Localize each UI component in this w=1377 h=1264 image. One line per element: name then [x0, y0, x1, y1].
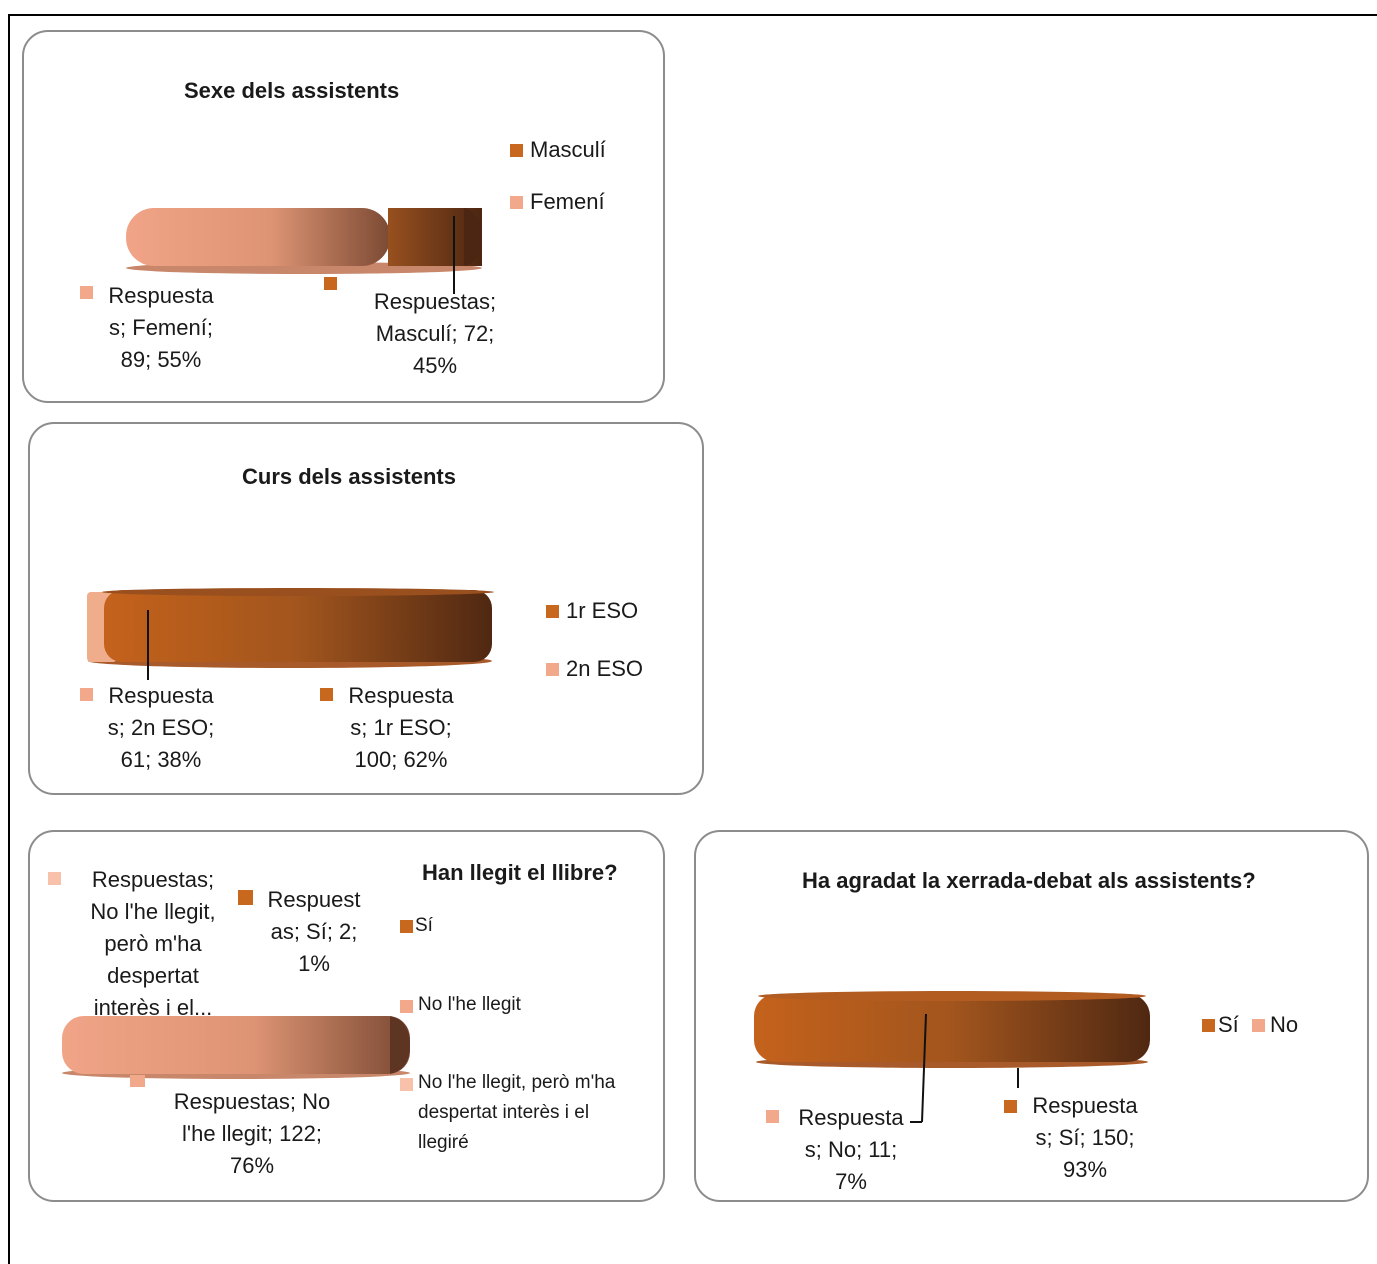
pie-slice-no — [62, 1016, 410, 1074]
data-label-marker — [766, 1110, 779, 1123]
legend-label-no: No — [1270, 1012, 1299, 1037]
pie-3d — [754, 991, 1150, 1123]
legend-label-si: Sí — [415, 915, 433, 936]
legend-label-no: No l'he llegit — [418, 994, 521, 1015]
legend-marker-femeni — [510, 196, 523, 209]
data-label-marker — [80, 688, 93, 701]
legend-label-1r-eso: 1r ESO — [566, 598, 639, 623]
chart-card-llibre: Han llegit el llibre? Sí No l'he llegit … — [28, 830, 665, 1202]
legend-marker-interes — [400, 1078, 413, 1091]
legend-label-interes: No l'he llegit, però m'ha despertat inte… — [418, 1072, 616, 1153]
data-label-1r-eso: Respuesta s; 1r ESO; 100; 62% — [348, 683, 454, 772]
legend-marker-si — [400, 920, 413, 933]
pie-3d — [126, 208, 482, 294]
pie-3d — [87, 588, 494, 680]
data-label-si: Respuesta s; Sí; 150; 93% — [1032, 1093, 1138, 1182]
data-label-marker — [1004, 1100, 1017, 1113]
page-frame — [8, 14, 1377, 1264]
legend-marker-no — [400, 1000, 413, 1013]
data-label-interes: Respuestas; No l'he llegit, però m'ha de… — [90, 867, 216, 1020]
data-label-no: Respuestas; No l'he llegit; 122; 76% — [173, 1089, 331, 1178]
data-label-marker — [48, 872, 61, 885]
legend-marker-1r-eso — [546, 605, 559, 618]
legend-marker-si — [1202, 1019, 1215, 1032]
legend-marker-2n-eso — [546, 663, 559, 676]
pie-slice-femeni — [126, 208, 390, 266]
data-label-marker — [80, 286, 93, 299]
chart-title: Ha agradat la xerrada-debat als assisten… — [802, 868, 1256, 893]
chart-title: Curs dels assistents — [242, 464, 456, 489]
pie-slice-1r-eso — [104, 590, 492, 662]
legend-label-masculi: Masculí — [530, 137, 606, 162]
legend-label-si: Sí — [1218, 1012, 1239, 1037]
data-label-si: Respuest as; Sí; 2; 1% — [267, 887, 361, 976]
marker-square — [130, 1075, 145, 1087]
legend-label-2n-eso: 2n ESO — [566, 656, 644, 681]
chart-card-xerrada: Ha agradat la xerrada-debat als assisten… — [694, 830, 1369, 1202]
leader-line — [921, 1013, 927, 1123]
chart-title: Han llegit el llibre? — [422, 860, 618, 885]
legend-marker-masculi — [510, 144, 523, 157]
data-label-marker — [320, 688, 333, 701]
data-label-femeni: Respuesta s; Femení; 89; 55% — [108, 283, 214, 372]
data-label-marker — [238, 890, 253, 905]
pie-3d — [62, 1016, 410, 1087]
legend-label-femeni: Femení — [530, 189, 605, 214]
chart-title: Sexe dels assistents — [184, 78, 400, 103]
pie-slice-si — [754, 994, 1150, 1062]
data-label-no: Respuesta s; No; 11; 7% — [798, 1105, 904, 1194]
marker-square — [324, 277, 337, 290]
chart-card-sexe: Sexe dels assistents Masculí Femení Resp… — [22, 30, 665, 403]
chart-card-curs: Curs dels assistents 1r ESO 2n ESO Respu… — [28, 422, 704, 795]
data-label-masculi: Respuestas; Masculí; 72; 45% — [373, 289, 497, 378]
data-label-2n-eso: Respuesta s; 2n ESO; 61; 38% — [107, 683, 215, 772]
legend-marker-no — [1252, 1019, 1265, 1032]
